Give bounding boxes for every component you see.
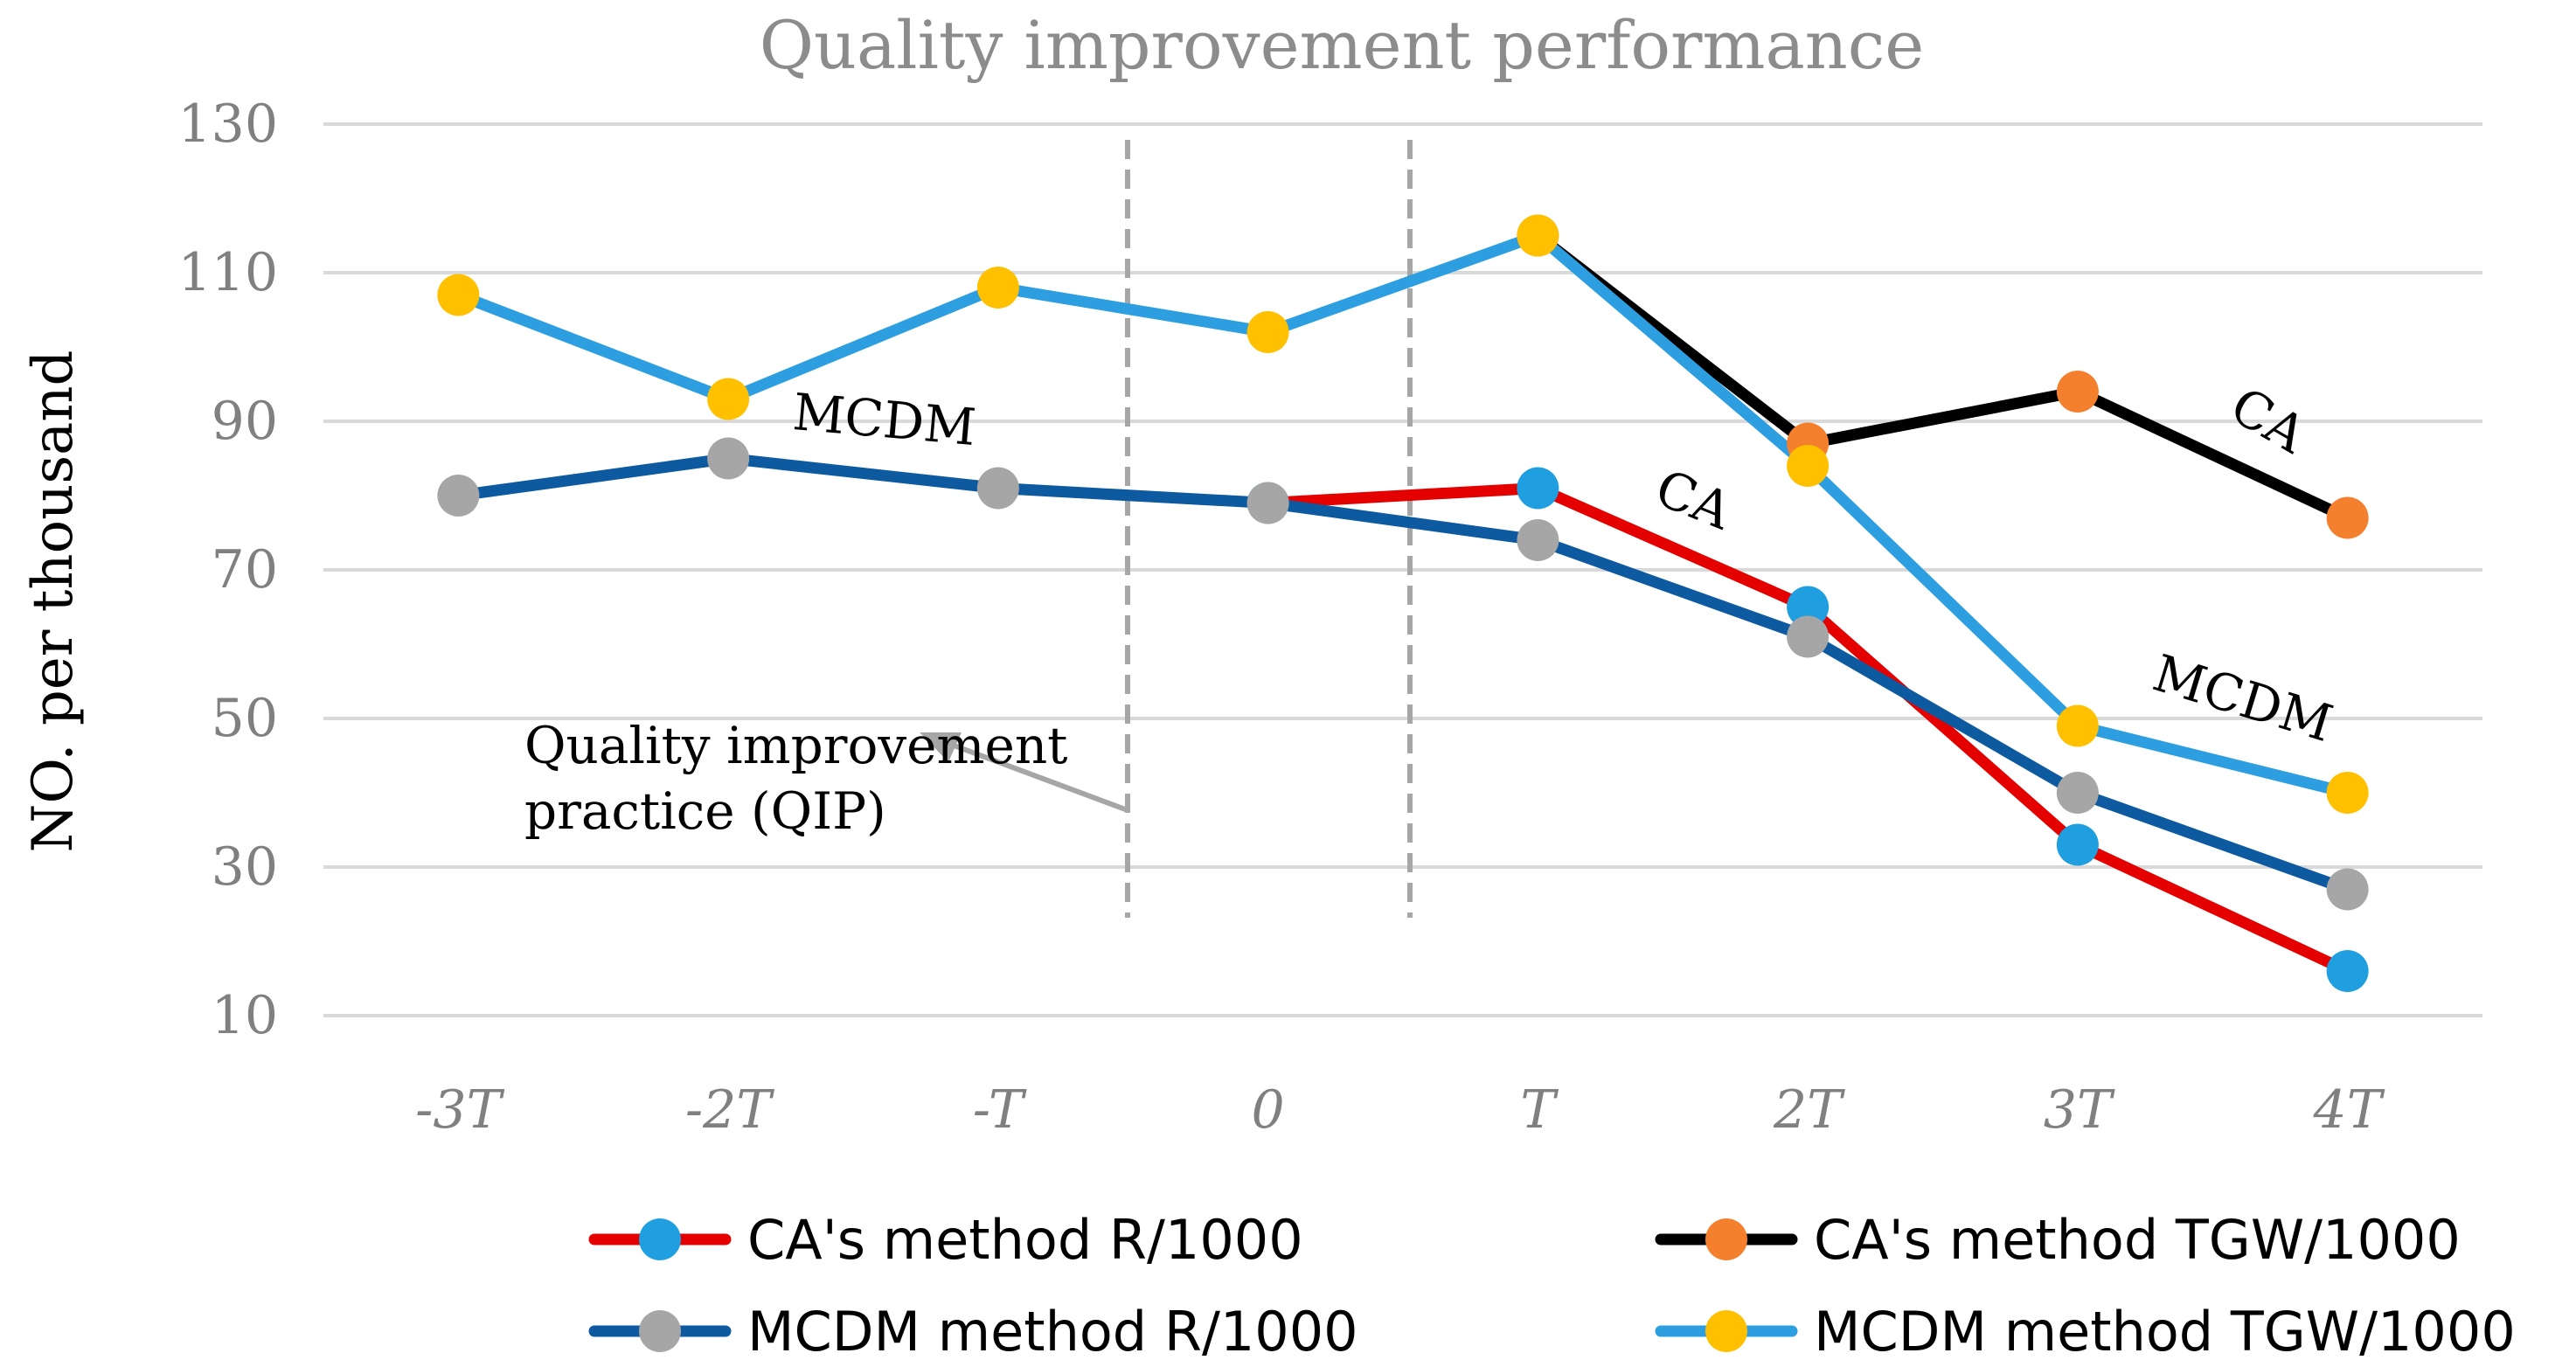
legend-label: MCDM method TGW/1000	[1814, 1300, 2516, 1360]
y-tick-label: 50	[212, 688, 278, 749]
chart-title: Quality improvement performance	[760, 6, 1925, 84]
series-line-mcdm-method-r-1000	[452, 453, 2354, 895]
data-point-mcdm-method-tgw-1000	[707, 378, 750, 420]
annotation-qip-line1: Quality improvement	[524, 716, 1068, 775]
qip-arrow-head	[920, 732, 962, 762]
series-line-ca-s-method-tgw-1000	[1531, 230, 2354, 524]
data-point-mcdm-method-r-1000	[707, 437, 750, 480]
legend-label: MCDM method R/1000	[747, 1300, 1358, 1360]
legend-item: CA's method TGW/1000	[1655, 1208, 2461, 1272]
gridlines	[323, 122, 2482, 1017]
data-point-mcdm-method-r-1000	[437, 475, 480, 517]
data-point-mcdm-method-tgw-1000	[1517, 214, 1559, 257]
legend-item: MCDM method TGW/1000	[1655, 1300, 2516, 1360]
y-tick-label: 30	[212, 836, 278, 898]
y-tick-label: 130	[177, 94, 278, 155]
data-point-mcdm-method-tgw-1000	[976, 267, 1019, 309]
annotation-mcdm-left: MCDM	[790, 382, 978, 457]
series-line-ca-s-method-r-1000	[1262, 482, 2354, 977]
qip-arrow-line	[934, 736, 1129, 813]
x-tick-label: -T	[973, 1079, 1027, 1141]
data-point-mcdm-method-r-1000	[1787, 615, 1830, 658]
data-point-ca-s-method-tgw-1000	[2056, 371, 2099, 413]
y-tick-label: 70	[212, 539, 278, 600]
data-point-mcdm-method-tgw-1000	[1787, 445, 1830, 487]
legend-item: MCDM method R/1000	[588, 1300, 1358, 1360]
series-markers	[437, 214, 2369, 992]
legend-label: CA's method R/1000	[747, 1208, 1303, 1272]
legend-marker	[639, 1218, 681, 1260]
legend-marker	[1705, 1218, 1747, 1260]
data-point-mcdm-method-r-1000	[1517, 519, 1559, 561]
x-tick-label: 2T	[1773, 1079, 1845, 1141]
x-axis-ticks: -3T -2T -T 0 T 2T 3T 4T	[415, 1079, 2385, 1141]
annotations: MCDM CA CA MCDM Quality improvement prac…	[524, 376, 2339, 841]
legend-marker	[639, 1310, 681, 1352]
annotation-qip-line2: practice (QIP)	[524, 781, 886, 841]
data-point-mcdm-method-r-1000	[976, 467, 1019, 510]
data-point-ca-s-method-r-1000	[1787, 586, 1830, 628]
x-tick-label: 3T	[2044, 1079, 2115, 1141]
x-tick-label: 4T	[2313, 1079, 2385, 1141]
y-tick-label: 90	[212, 391, 278, 452]
x-tick-label: -3T	[415, 1079, 504, 1141]
data-point-mcdm-method-tgw-1000	[2326, 772, 2369, 814]
legend: CA's method R/1000 CA's method TGW/1000 MC…	[588, 1208, 2516, 1360]
legend-marker	[1705, 1310, 1747, 1352]
data-point-ca-s-method-r-1000	[1517, 467, 1559, 510]
data-point-ca-s-method-r-1000	[2326, 950, 2369, 992]
annotation-mcdm-right: MCDM	[2147, 643, 2339, 753]
y-tick-label: 10	[212, 985, 278, 1046]
x-tick-label: T	[1520, 1079, 1559, 1141]
series-line-mcdm-method-tgw-1000	[452, 230, 2354, 799]
data-point-ca-s-method-tgw-1000	[2326, 496, 2369, 539]
data-point-mcdm-method-r-1000	[1246, 482, 1289, 524]
phase-dividers	[1125, 140, 1413, 918]
legend-label: CA's method TGW/1000	[1814, 1208, 2461, 1272]
data-point-ca-s-method-r-1000	[2056, 823, 2099, 866]
x-tick-label: 0	[1252, 1079, 1285, 1141]
data-point-mcdm-method-r-1000	[2056, 772, 2099, 814]
data-point-mcdm-method-tgw-1000	[1246, 311, 1289, 353]
y-axis-ticks: 10 30 50 70 90 110 130	[177, 94, 278, 1046]
data-point-mcdm-method-tgw-1000	[437, 274, 480, 316]
y-tick-label: 110	[177, 242, 278, 303]
x-tick-label: -2T	[685, 1079, 774, 1141]
data-point-mcdm-method-r-1000	[2326, 868, 2369, 911]
annotation-ca-upper: CA	[2221, 376, 2317, 466]
qip-arrow	[920, 732, 1129, 813]
data-point-mcdm-method-tgw-1000	[2056, 704, 2099, 747]
annotation-ca-lower: CA	[1648, 458, 1740, 542]
y-axis-label: NO. per thousand	[21, 350, 86, 852]
legend-item: CA's method R/1000	[588, 1208, 1303, 1272]
